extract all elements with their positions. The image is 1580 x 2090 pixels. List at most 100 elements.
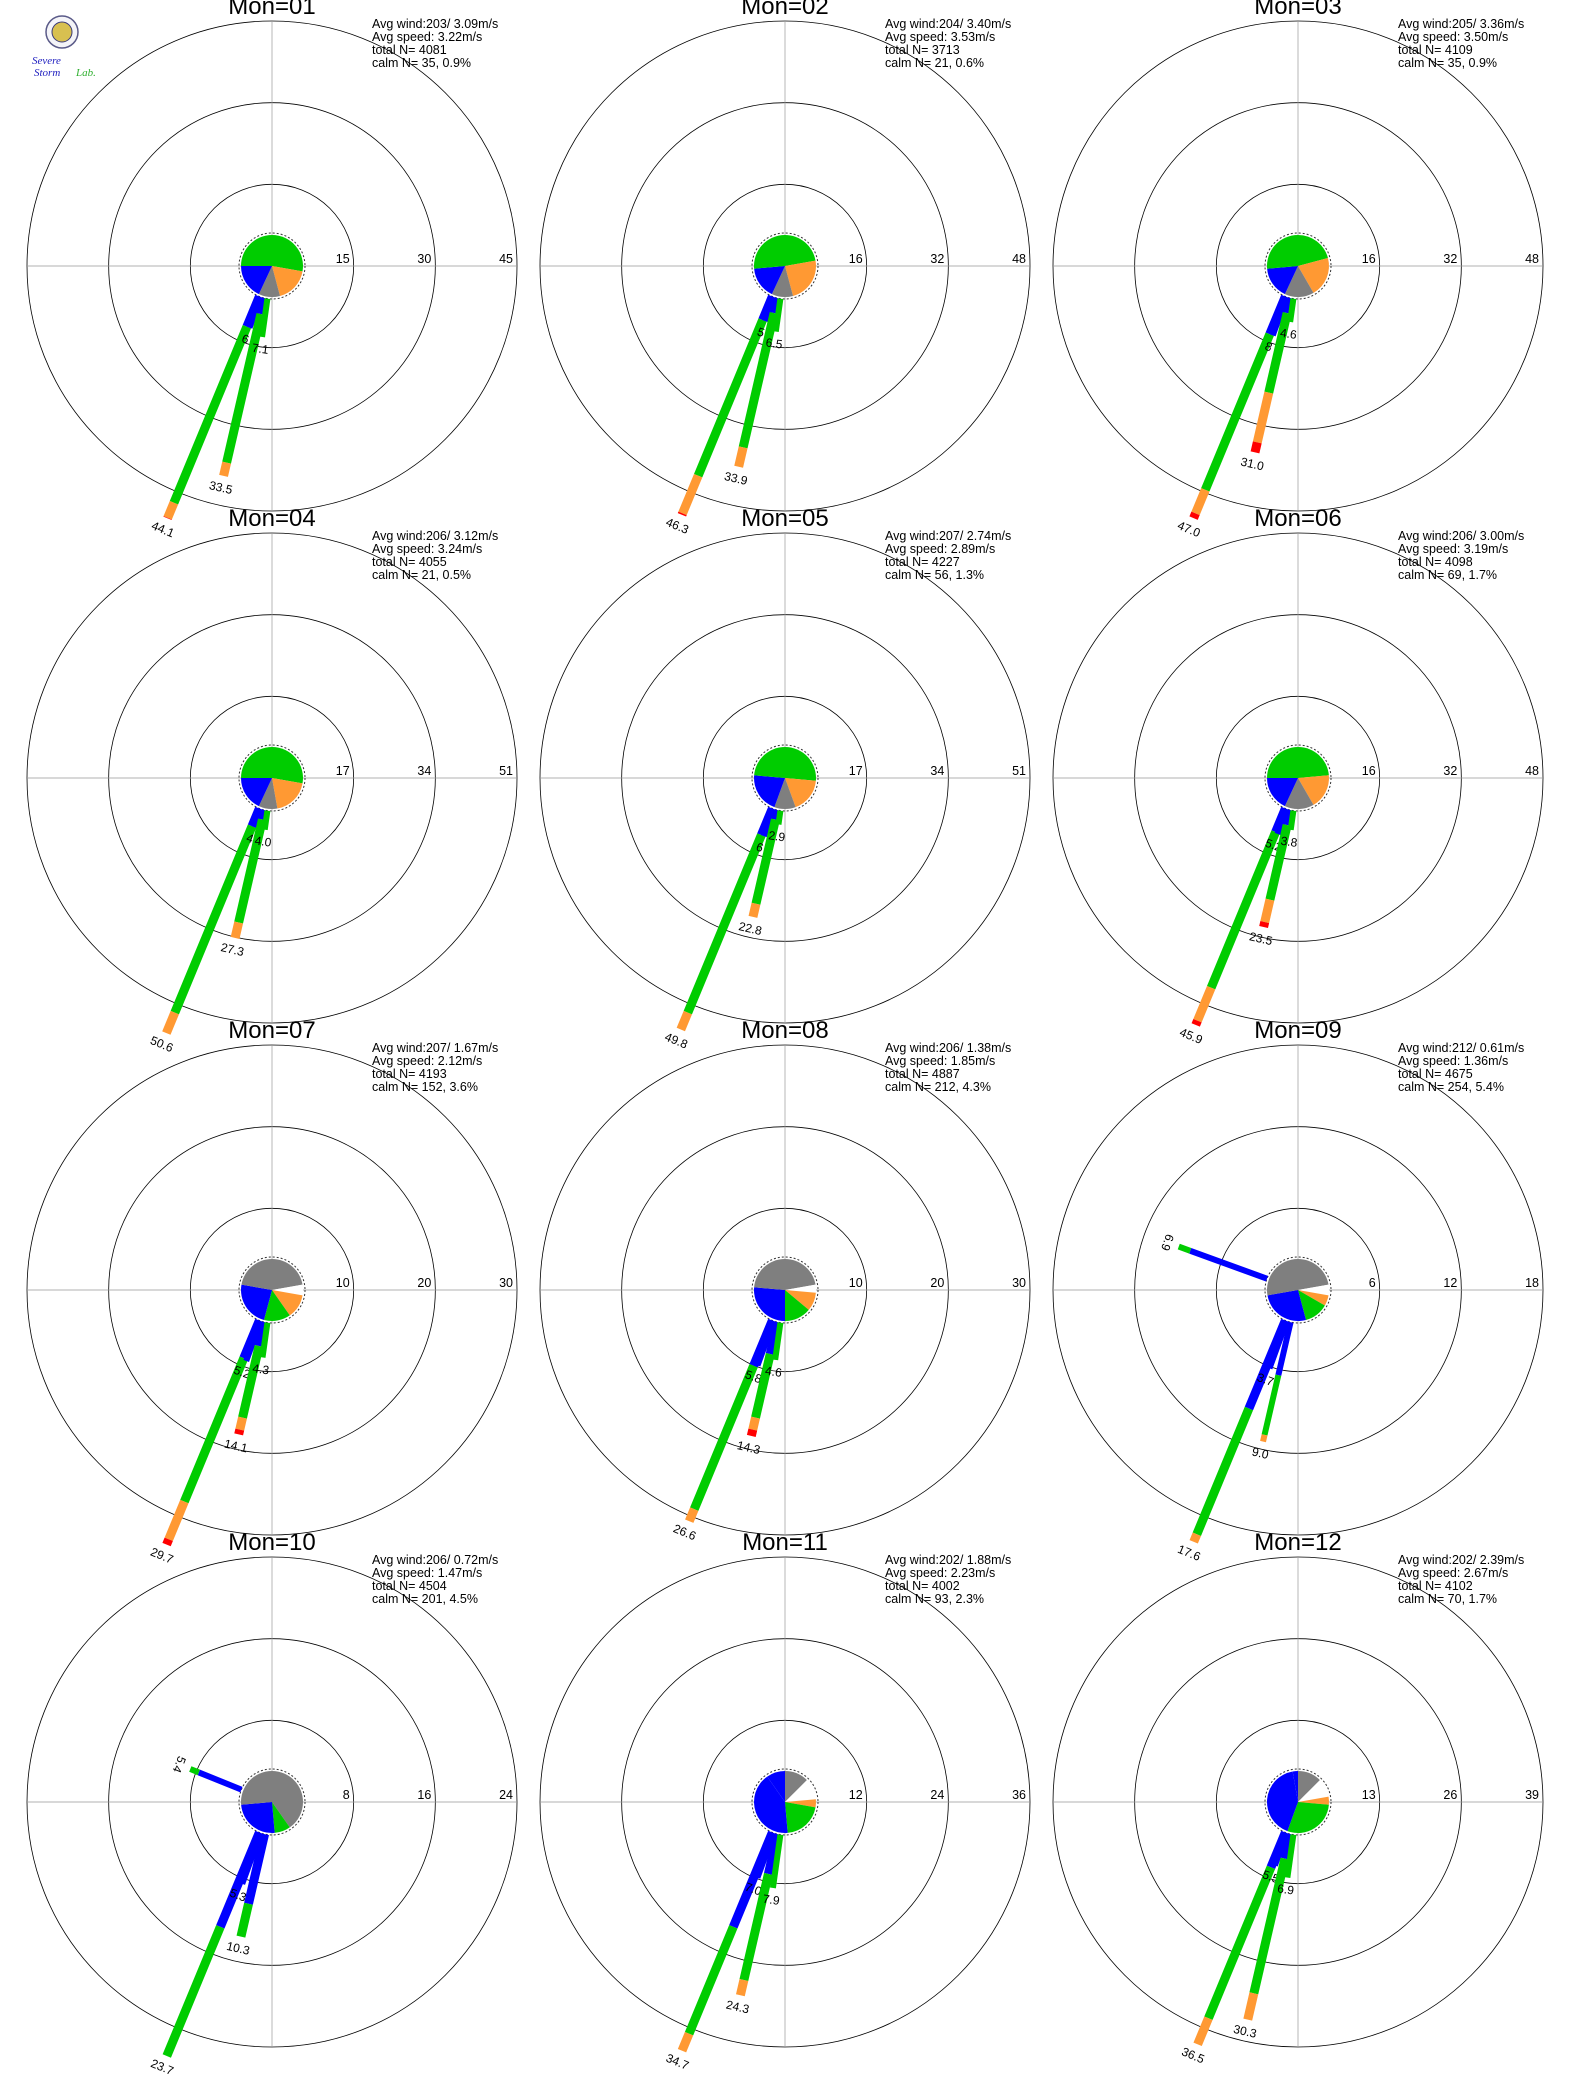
- stat-total-n: total N= 4193: [372, 1067, 447, 1081]
- stat-avg-wind: Avg wind:207/ 2.74m/s: [885, 529, 1011, 543]
- calm-pie-slice: [240, 1771, 272, 1805]
- direction-bar-segment: [677, 511, 687, 517]
- ring-label: 32: [930, 252, 944, 266]
- ring-label: 34: [417, 764, 431, 778]
- direction-bar-segment: [1206, 830, 1280, 990]
- direction-bar-label: 46.3: [664, 515, 691, 537]
- panel-title: Mon=09: [1254, 1017, 1341, 1044]
- panel-title: Mon=12: [1254, 1529, 1341, 1556]
- panel-title: Mon=01: [228, 0, 315, 20]
- ring-label: 16: [849, 252, 863, 266]
- calm-pie-slice: [1284, 778, 1314, 809]
- stat-avg-speed: Avg speed: 2.67m/s: [1398, 1566, 1508, 1580]
- direction-bar-label: 47.0: [1176, 518, 1203, 540]
- calm-pie-slice: [771, 266, 794, 297]
- calm-pie-slice: [1287, 1802, 1329, 1833]
- ring-label: 34: [930, 764, 944, 778]
- calm-pie-slice: [241, 1802, 275, 1833]
- seal-inner-icon: [51, 21, 73, 43]
- calm-pie-slice: [241, 778, 272, 807]
- calm-pie-slice: [754, 1259, 785, 1290]
- calm-pie-slice: [785, 1259, 816, 1290]
- calm-pie-slice: [272, 1259, 303, 1290]
- calm-pie-rim: [751, 232, 819, 300]
- ring-label: 16: [1362, 764, 1376, 778]
- ring-label: 18: [1525, 1276, 1539, 1290]
- direction-bar-segment: [678, 473, 703, 516]
- direction-bar-segment: [1243, 1992, 1259, 2021]
- stat-avg-speed: Avg speed: 1.47m/s: [372, 1566, 482, 1580]
- direction-bar-label: 34.7: [664, 2051, 691, 2073]
- calm-pie-slice: [1298, 1284, 1329, 1296]
- calm-pie-slice: [272, 1284, 304, 1296]
- ring-label: 51: [499, 764, 513, 778]
- direction-bar-label: 3.8: [1280, 834, 1299, 850]
- calm-pie-slice: [1298, 1796, 1329, 1805]
- stat-avg-speed: Avg speed: 3.24m/s: [372, 542, 482, 556]
- calm-pie-rim: [1264, 1256, 1332, 1324]
- calm-pie-rim: [238, 1256, 306, 1324]
- ring-label: 17: [849, 764, 863, 778]
- direction-bar-segment: [1264, 312, 1292, 394]
- direction-bar-label: 5.8: [743, 1367, 764, 1386]
- direction-bar-segment: [735, 1979, 749, 1997]
- direction-bar-label: 3.7: [1255, 1370, 1276, 1389]
- direction-bar-label: 50.6: [148, 1033, 175, 1055]
- calm-pie-rim: [238, 232, 306, 300]
- calm-pie-slice: [272, 778, 303, 809]
- windrose-panel-03: 16 32 48 47.0 8 31.0 4.6 Mon=03 Avg wind:205/ 3.…: [1052, 0, 1544, 540]
- stat-avg-wind: Avg wind:205/ 3.36m/s: [1398, 17, 1524, 31]
- direction-bar-segment: [164, 1499, 189, 1542]
- calm-pie-slice: [1267, 266, 1298, 295]
- stat-avg-wind: Avg wind:204/ 3.40m/s: [885, 17, 1011, 31]
- direction-bar-label: 24.3: [725, 1998, 751, 2017]
- direction-bar-label: 6.9: [1158, 1232, 1177, 1253]
- stat-avg-speed: Avg speed: 2.12m/s: [372, 1054, 482, 1068]
- direction-bar-segment: [1284, 1834, 1297, 1879]
- ring-label: 24: [499, 1788, 513, 1802]
- calm-pie-slice: [785, 1284, 816, 1293]
- windrose-panel-02: 16 32 48 46.3 5 33.9 6.5 Mon=02 Avg wind:204/ 3.…: [539, 0, 1031, 537]
- direction-bar-segment: [1261, 1374, 1282, 1436]
- direction-bar-segment: [693, 318, 767, 478]
- direction-bar-segment: [1250, 441, 1262, 454]
- panel-title: Mon=04: [228, 505, 315, 532]
- calm-pie-slice: [1267, 778, 1298, 807]
- direction-bar-segment: [162, 1010, 179, 1035]
- calm-pie-rim: [751, 1768, 819, 1836]
- calm-pie-slice: [241, 1284, 272, 1320]
- ring-label: 30: [417, 252, 431, 266]
- stat-calm-n: calm N= 212, 4.3%: [885, 1080, 991, 1094]
- direction-bar-segment: [748, 902, 761, 918]
- ring-label: 36: [1012, 1788, 1026, 1802]
- direction-bar-label: 8: [1263, 339, 1274, 355]
- direction-bar-label: 4.0: [254, 833, 273, 849]
- direction-bar-segment: [162, 1925, 225, 2058]
- direction-bar-label: 31.0: [1239, 455, 1265, 474]
- direction-bar-label: 27.3: [219, 940, 245, 959]
- windrose-panel-01: 15 30 45 44.1 6 33.5 7.1 Mon=01 Avg wind:203/ 3.…: [26, 0, 518, 540]
- calm-pie-slice: [272, 1771, 303, 1802]
- direction-bar-segment: [1193, 985, 1216, 1023]
- stat-avg-speed: Avg speed: 3.53m/s: [885, 30, 995, 44]
- direction-bar-segment: [1275, 1321, 1294, 1376]
- calm-pie-rim: [238, 1768, 306, 1836]
- calm-pie-slice: [241, 747, 272, 778]
- calm-pie-slice: [785, 1780, 816, 1802]
- ring-label: 16: [417, 1788, 431, 1802]
- ring-label: 17: [336, 764, 350, 778]
- stat-calm-n: calm N= 254, 5.4%: [1398, 1080, 1504, 1094]
- calm-pie-slice: [754, 747, 785, 778]
- calm-pie-slice: [754, 266, 785, 295]
- windrose-panel-10: 8 16 24 23.7 5.3 10.3 5.4 Mon=10 Avg wind:206/ 0…: [26, 1529, 518, 2078]
- calm-pie-rim: [1264, 744, 1332, 812]
- stat-avg-wind: Avg wind:206/ 3.12m/s: [372, 529, 498, 543]
- direction-bar-segment: [748, 1416, 760, 1431]
- direction-bar-label: 23.5: [1248, 929, 1274, 948]
- ring-label: 15: [336, 252, 350, 266]
- windrose-panel-04: 17 34 51 50.6 4 27.3 4.0 Mon=04 Avg wind:206/ 3.…: [26, 505, 518, 1055]
- stat-total-n: total N= 4504: [372, 1579, 447, 1593]
- direction-bar-segment: [1193, 2016, 1213, 2047]
- direction-bar-segment: [1201, 332, 1274, 492]
- direction-bar-label: 6: [754, 840, 765, 856]
